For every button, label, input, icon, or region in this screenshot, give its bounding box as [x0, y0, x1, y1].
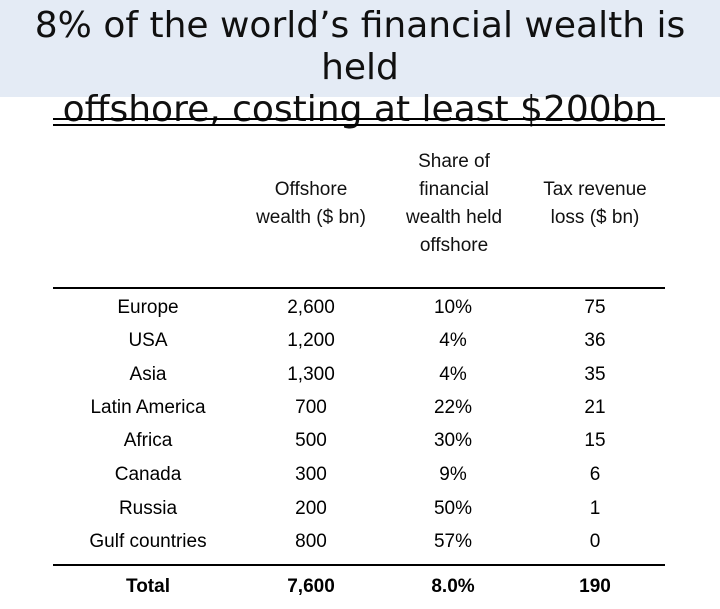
header-rule [53, 287, 665, 289]
region-cell: Africa [123, 430, 173, 451]
total-label: Total [126, 576, 170, 597]
tax-loss-cell: 15 [584, 430, 606, 451]
table-row: USA 1,200 4% 36 [0, 324, 720, 357]
total-tax-loss: 190 [579, 576, 611, 597]
slide-title: 8% of the world’s financial wealth is he… [0, 5, 720, 131]
column-header-tax-loss: Tax revenue loss ($ bn) [520, 176, 670, 232]
header-line: wealth ($ bn) [256, 207, 366, 228]
header-line: Share of [418, 151, 490, 172]
table-top-rule [53, 118, 665, 120]
table-row: Latin America 700 22% 21 [0, 391, 720, 424]
total-row: Total 7,600 8.0% 190 [0, 570, 720, 603]
offshore-wealth-cell: 800 [295, 531, 327, 552]
table-row: Asia 1,300 4% 35 [0, 358, 720, 391]
tax-loss-cell: 0 [589, 531, 601, 552]
region-cell: Europe [117, 297, 179, 318]
header-line: wealth held [405, 207, 503, 228]
region-cell: USA [128, 330, 168, 351]
share-cell: 30% [433, 430, 473, 451]
region-cell: Asia [129, 364, 167, 385]
table-row: Russia 200 50% 1 [0, 492, 720, 525]
share-cell: 10% [433, 297, 473, 318]
share-cell: 50% [433, 498, 473, 519]
tax-loss-cell: 6 [589, 464, 601, 485]
share-cell: 9% [439, 464, 467, 485]
header-line: financial [419, 179, 489, 200]
header-line: loss ($ bn) [550, 207, 640, 228]
offshore-wealth-cell: 2,600 [287, 297, 335, 318]
table-row: Canada 300 9% 6 [0, 458, 720, 491]
slide-title-line-1: 8% of the world’s financial wealth is he… [34, 5, 686, 88]
total-offshore-wealth: 7,600 [287, 576, 335, 597]
region-cell: Latin America [90, 397, 206, 418]
tax-loss-cell: 35 [584, 364, 606, 385]
share-cell: 57% [433, 531, 473, 552]
slide-title-line-2: offshore, costing at least $200bn [62, 89, 658, 130]
share-cell: 22% [433, 397, 473, 418]
region-cell: Canada [114, 464, 182, 485]
column-header-offshore-wealth: Offshore wealth ($ bn) [236, 176, 386, 232]
tax-loss-cell: 75 [584, 297, 606, 318]
table-row: Gulf countries 800 57% 0 [0, 525, 720, 558]
table-top-rule-double [53, 124, 665, 126]
total-share: 8.0% [431, 576, 475, 597]
title-band [0, 0, 720, 97]
total-rule [53, 564, 665, 566]
offshore-wealth-cell: 1,200 [287, 330, 335, 351]
offshore-wealth-cell: 1,300 [287, 364, 335, 385]
table-row: Africa 500 30% 15 [0, 424, 720, 457]
header-line: Tax revenue [543, 179, 647, 200]
header-line: Offshore [274, 179, 348, 200]
share-cell: 4% [439, 330, 467, 351]
share-cell: 4% [439, 364, 467, 385]
table-row: Europe 2,600 10% 75 [0, 291, 720, 324]
offshore-wealth-cell: 500 [295, 430, 327, 451]
tax-loss-cell: 21 [584, 397, 606, 418]
header-line: offshore [419, 235, 489, 256]
offshore-wealth-cell: 700 [295, 397, 327, 418]
offshore-wealth-cell: 300 [295, 464, 327, 485]
region-cell: Russia [118, 498, 178, 519]
region-cell: Gulf countries [89, 531, 207, 552]
offshore-wealth-cell: 200 [295, 498, 327, 519]
column-header-share-offshore: Share of financial wealth held offshore [384, 148, 524, 260]
tax-loss-cell: 1 [589, 498, 601, 519]
tax-loss-cell: 36 [584, 330, 606, 351]
